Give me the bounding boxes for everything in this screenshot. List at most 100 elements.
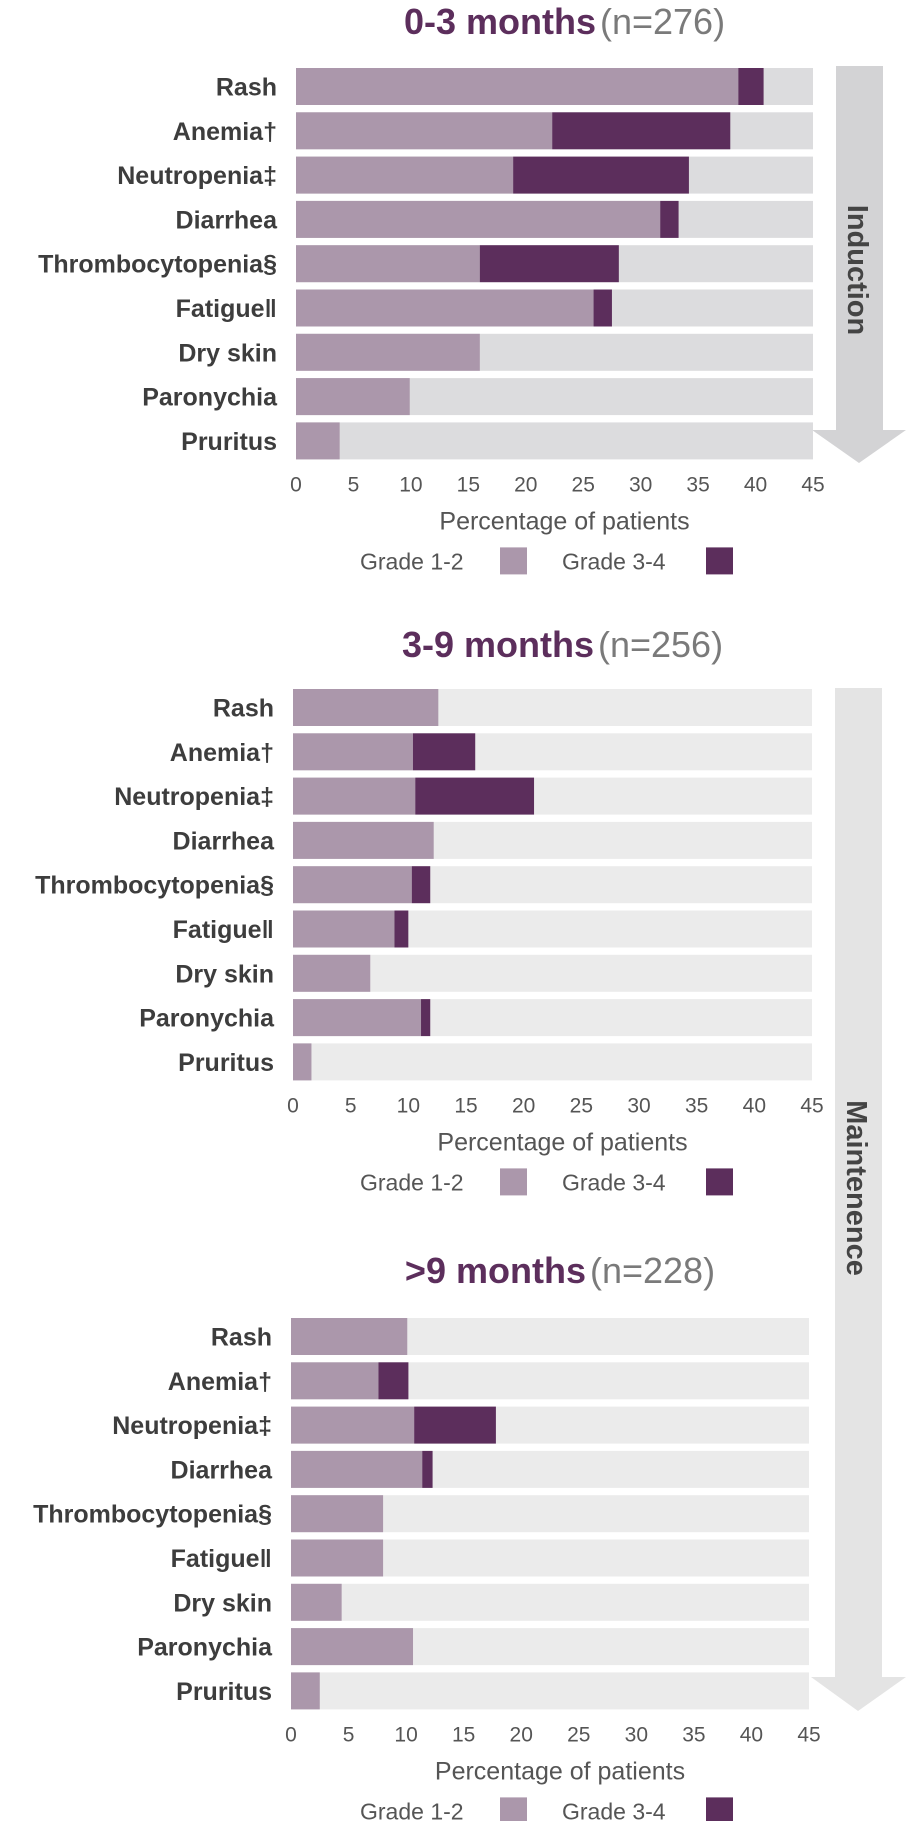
category-label: Thrombocytopenia§ xyxy=(38,251,277,279)
category-label: Pruritus xyxy=(178,1049,274,1077)
bar-grade-1-2 xyxy=(293,821,434,859)
bar-grade-1-2 xyxy=(296,112,553,150)
x-tick-label: 20 xyxy=(510,1723,533,1746)
x-axis-label: Percentage of patients xyxy=(439,507,689,535)
bar-grade-1-2 xyxy=(291,1318,408,1355)
bar-grade-3-4 xyxy=(394,910,409,948)
category-label: Diarrhea xyxy=(173,827,276,855)
bar-grade-3-4 xyxy=(660,200,679,238)
category-label: Anemia† xyxy=(170,739,274,767)
bar-grade-1-2 xyxy=(293,777,416,815)
category-label: Dry skin xyxy=(175,960,274,988)
bar-grade-1-2 xyxy=(291,1583,342,1621)
category-label: Dry skin xyxy=(178,339,277,367)
category-label: Neutropenia‡ xyxy=(112,1412,272,1440)
legend-label-grade-3-4: Grade 3-4 xyxy=(562,1798,666,1821)
chart-panels: 0-3 months (n=276) Rash Anemia† Neutropenia‡… xyxy=(33,1,825,1821)
x-tick-label: 10 xyxy=(397,1094,420,1117)
legend-label-grade-1-2: Grade 1-2 xyxy=(360,548,464,574)
chart-panel-1: 0-3 months (n=276) Rash Anemia† Neutropenia‡… xyxy=(38,1,825,575)
bar-grade-1-2 xyxy=(293,954,371,992)
phase-arrows: Induction Maintenence xyxy=(811,66,906,1711)
bar-track xyxy=(293,954,812,992)
legend-swatch-grade-1-2 xyxy=(500,1168,527,1196)
chart-title: 0-3 months (n=276) xyxy=(404,1,725,42)
bar-grade-3-4 xyxy=(593,289,612,327)
legend-label-grade-1-2: Grade 1-2 xyxy=(360,1798,464,1821)
category-label: Fatigue‖ xyxy=(171,1545,272,1573)
maintenance-label: Maintenence xyxy=(840,1100,872,1276)
bar-grade-3-4 xyxy=(411,866,431,904)
legend-swatch-grade-3-4 xyxy=(706,547,733,575)
legend-swatch-grade-3-4 xyxy=(706,1797,733,1821)
bar-track xyxy=(291,1672,809,1710)
x-tick-label: 25 xyxy=(570,1094,593,1117)
bar-grade-1-2 xyxy=(291,1450,423,1488)
bar-grade-1-2 xyxy=(296,333,480,371)
x-tick-label: 35 xyxy=(682,1723,705,1746)
legend-swatch-grade-1-2 xyxy=(500,547,527,575)
x-tick-label: 45 xyxy=(801,473,824,496)
x-tick-label: 0 xyxy=(290,473,302,496)
induction-arrow xyxy=(812,66,906,463)
category-label: Thrombocytopenia§ xyxy=(33,1501,272,1529)
x-tick-label: 0 xyxy=(287,1094,299,1117)
category-label: Anemia† xyxy=(168,1368,272,1396)
bar-grade-1-2 xyxy=(296,422,340,460)
bar-track xyxy=(296,422,813,460)
legend: Grade 1-2 Grade 3-4 xyxy=(360,547,733,575)
category-label: Rash xyxy=(213,695,274,723)
bar-grade-3-4 xyxy=(422,1450,433,1488)
bar-grade-1-2 xyxy=(291,1495,384,1533)
x-tick-label: 5 xyxy=(348,473,360,496)
chart-title-n: (n=256) xyxy=(598,624,723,665)
category-label: Rash xyxy=(211,1324,272,1352)
legend-label-grade-3-4: Grade 3-4 xyxy=(562,548,666,574)
bar-grade-3-4 xyxy=(421,999,431,1037)
chart-title-n: (n=228) xyxy=(590,1250,715,1291)
x-tick-label: 15 xyxy=(452,1723,475,1746)
x-tick-label: 15 xyxy=(457,473,480,496)
bar-grade-3-4 xyxy=(415,777,535,815)
bar-grade-3-4 xyxy=(412,733,476,771)
x-tick-label: 40 xyxy=(743,1094,766,1117)
x-axis-label: Percentage of patients xyxy=(435,1757,685,1785)
bar-grade-3-4 xyxy=(552,112,731,150)
bar-grade-1-2 xyxy=(291,1362,379,1400)
chart-title: 3-9 months (n=256) xyxy=(402,624,723,665)
x-tick-label: 30 xyxy=(627,1094,650,1117)
x-tick-label: 15 xyxy=(454,1094,477,1117)
induction-label: Induction xyxy=(841,205,873,335)
category-label: Paronychia xyxy=(142,384,278,412)
category-label: Anemia† xyxy=(173,118,277,146)
bar-grade-1-2 xyxy=(291,1406,415,1444)
x-tick-label: 35 xyxy=(686,473,709,496)
legend-label-grade-1-2: Grade 1-2 xyxy=(360,1169,464,1195)
x-tick-label: 5 xyxy=(345,1094,357,1117)
x-tick-label: 20 xyxy=(512,1094,535,1117)
bar-grade-1-2 xyxy=(296,200,661,238)
x-tick-label: 30 xyxy=(629,473,652,496)
bar-grade-3-4 xyxy=(513,156,689,194)
chart-title: >9 months (n=228) xyxy=(405,1250,715,1291)
category-label: Thrombocytopenia§ xyxy=(35,872,274,900)
bar-grade-1-2 xyxy=(296,289,594,327)
x-tick-label: 35 xyxy=(685,1094,708,1117)
x-tick-label: 40 xyxy=(740,1723,763,1746)
bar-grade-1-2 xyxy=(293,733,413,771)
bar-grade-1-2 xyxy=(293,910,395,948)
bar-grade-1-2 xyxy=(293,866,412,904)
bar-grade-1-2 xyxy=(291,1539,384,1577)
chart-title-main: 3-9 months xyxy=(402,624,594,665)
x-tick-label: 25 xyxy=(567,1723,590,1746)
legend-swatch-grade-3-4 xyxy=(706,1168,733,1196)
category-label: Diarrhea xyxy=(171,1456,274,1484)
legend-label-grade-3-4: Grade 3-4 xyxy=(562,1169,666,1195)
bar-grade-1-2 xyxy=(293,999,422,1037)
legend: Grade 1-2 Grade 3-4 xyxy=(360,1168,733,1196)
chart-title-n: (n=276) xyxy=(600,1,725,42)
category-label: Paronychia xyxy=(137,1634,273,1662)
bar-track xyxy=(293,1043,812,1081)
category-label: Diarrhea xyxy=(176,206,279,234)
